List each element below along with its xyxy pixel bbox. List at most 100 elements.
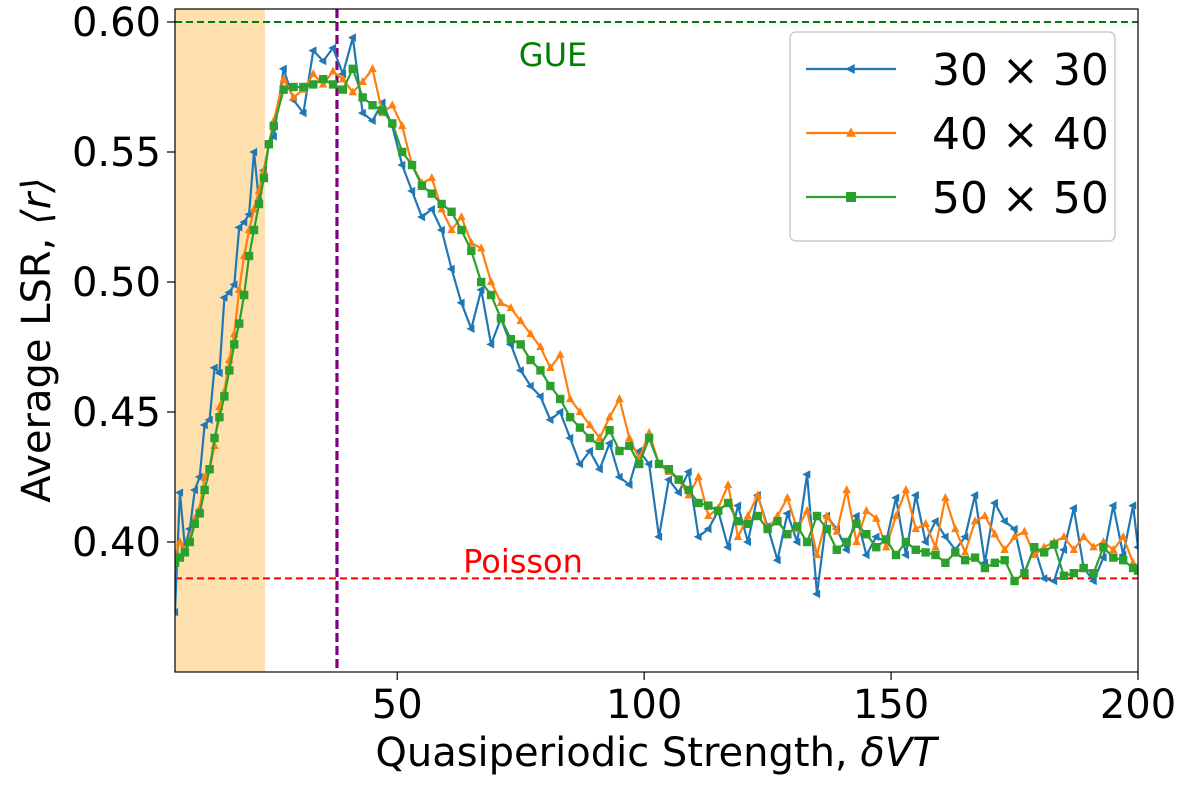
series-2-point: [289, 92, 298, 101]
series-2-point: [427, 173, 436, 182]
series-3-point: [635, 459, 644, 469]
series-3-point: [328, 80, 338, 89]
series-1-point: [194, 472, 203, 482]
series-1-point: [209, 363, 218, 372]
series-1-point: [565, 433, 574, 443]
series-3-point: [358, 93, 367, 102]
x-tick-label: 200: [1100, 682, 1176, 728]
series-1-point: [367, 116, 376, 125]
series-2-point: [565, 394, 575, 403]
series-3-point: [1010, 576, 1019, 586]
series-2-point: [318, 79, 328, 88]
y-tick-label: 0.50: [72, 260, 161, 306]
series-3-point: [832, 545, 841, 554]
x-axis-label: Quasiperiodic Strength, δVT: [375, 730, 940, 776]
series-3-point: [654, 459, 664, 469]
series-3-point: [180, 548, 190, 557]
series-1-point: [644, 459, 653, 469]
series-1-point: [1088, 576, 1097, 586]
series-2-point: [1000, 544, 1009, 553]
series-1-point: [782, 509, 791, 518]
series-3-point: [244, 251, 254, 261]
series-3-point: [1099, 543, 1108, 552]
series-3-point: [714, 506, 723, 515]
series-2-point: [259, 165, 269, 174]
series-3-point: [249, 225, 259, 235]
series-3-point: [822, 524, 832, 534]
series-1-point: [1108, 501, 1117, 510]
series-1-point: [1059, 545, 1068, 554]
series-2-point: [358, 76, 367, 85]
series-1-point: [812, 589, 821, 599]
series-3-point: [289, 82, 298, 92]
series-2-point: [970, 516, 980, 525]
series-1-point: [733, 501, 742, 510]
series-1-point: [594, 465, 603, 474]
series-1-point: [723, 543, 732, 552]
series-2-point: [1089, 542, 1098, 551]
series-1-point: [555, 407, 564, 417]
series-3-point: [1089, 569, 1098, 578]
series-3-point: [1128, 563, 1138, 573]
series-1-point: [545, 415, 554, 424]
series-2-point: [585, 420, 595, 429]
series-1-point: [525, 381, 534, 391]
series-1-point: [1068, 504, 1077, 513]
series-1-point: [1128, 501, 1137, 510]
series-1-point: [397, 160, 406, 170]
legend-label: 40 × 40: [932, 109, 1109, 160]
series-2-point: [615, 394, 624, 403]
series-1-point: [624, 480, 633, 489]
series-1-point: [189, 485, 198, 495]
series-2-point: [348, 87, 357, 96]
series-2-point: [175, 537, 185, 546]
series-1-point: [199, 420, 208, 430]
y-tick-label: 0.40: [72, 520, 161, 566]
series-3-point: [230, 340, 239, 349]
series-1-point: [940, 532, 949, 541]
series-2-point: [457, 212, 466, 221]
series-2-point: [625, 433, 634, 442]
series-2-point: [506, 303, 516, 312]
series-3-point: [980, 563, 990, 573]
y-axis-label: Average LSR, ⟨r⟩: [14, 177, 60, 503]
series-1-point: [308, 46, 317, 55]
series-3-point: [1030, 543, 1039, 552]
legend-swatch-marker: [846, 192, 856, 202]
series-3-point: [1039, 548, 1049, 557]
series-2-point: [832, 526, 841, 535]
series-1-point: [298, 108, 307, 118]
series-2-point: [546, 362, 555, 371]
series-3-point: [694, 498, 703, 508]
series-3-point: [457, 225, 466, 235]
series-3-point: [486, 290, 496, 300]
series-1-point: [318, 56, 327, 66]
series-3-point: [881, 535, 891, 544]
series-1-point: [693, 532, 702, 541]
shaded-region: [175, 9, 265, 672]
series-3-point: [427, 189, 436, 198]
series-1-point: [249, 147, 258, 157]
series-3-point: [259, 173, 269, 183]
series-3-point: [704, 501, 713, 510]
series-1-point: [910, 491, 919, 500]
series-1-point: [999, 517, 1008, 526]
series-2-point: [822, 511, 832, 520]
series-3-point: [931, 550, 940, 560]
series-1-point: [535, 392, 544, 401]
series-2-point: [536, 342, 545, 351]
series-3-point: [185, 537, 195, 547]
series-2-point: [990, 529, 999, 538]
series-3-point: [225, 366, 234, 375]
legend-items: 30 × 30 40 × 40 50 × 50: [806, 45, 1109, 224]
series-3-point: [1059, 571, 1069, 580]
series-3-point: [556, 394, 565, 404]
series-1-point: [224, 288, 233, 297]
series-3-point: [467, 246, 476, 255]
legend-swatch-marker: [846, 127, 856, 137]
series-2-point: [388, 100, 397, 109]
y-tick-label: 0.55: [72, 130, 161, 176]
series-1-point: [673, 488, 682, 497]
series-1-point: [703, 524, 712, 534]
